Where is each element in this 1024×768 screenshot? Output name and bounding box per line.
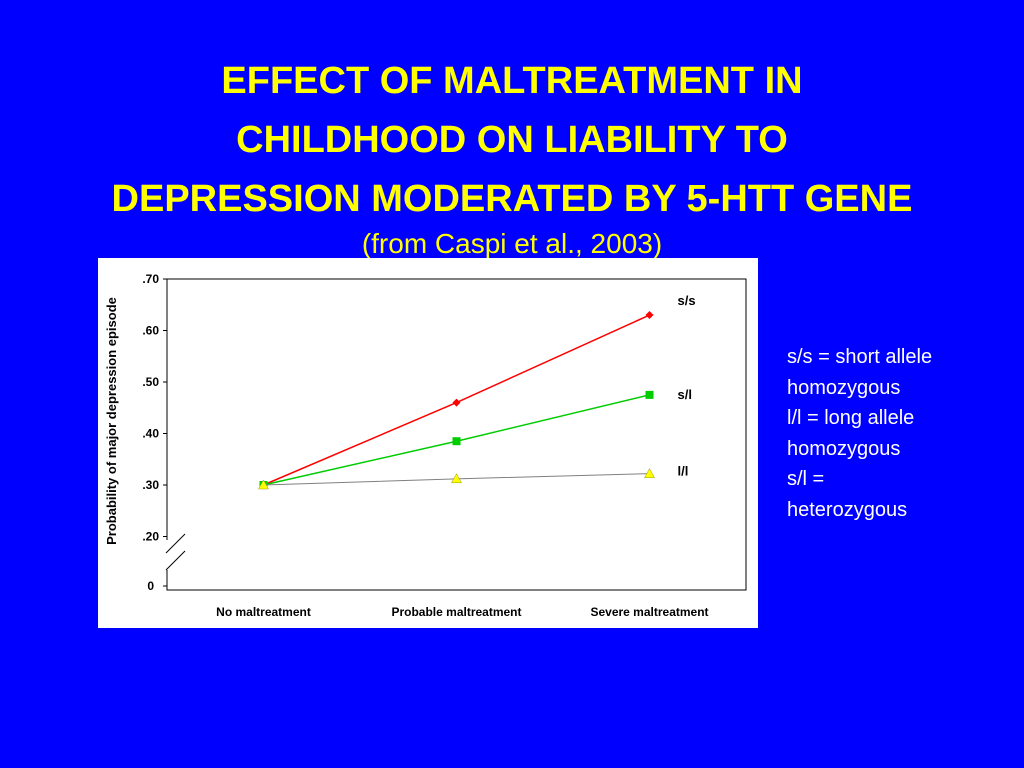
y-tick-label: .20: [142, 530, 159, 544]
y-tick-label: .30: [142, 478, 159, 492]
y-tick-label: .50: [142, 375, 159, 389]
title-line-1: EFFECT OF MALTREATMENT IN: [221, 60, 803, 102]
axis-break-mark: [165, 550, 186, 571]
series-label: l/l: [678, 464, 689, 479]
x-tick-label: Severe maltreatment: [590, 605, 708, 619]
x-axis-label-band: [157, 592, 756, 624]
axis-break-gap: [166, 540, 169, 570]
data-point-square: [452, 437, 461, 446]
y-tick-label: .40: [142, 427, 159, 441]
legend-note-line: l/l = long allele: [787, 407, 915, 429]
y-tick-label: 0: [147, 579, 154, 593]
data-point-square: [645, 390, 654, 399]
genotype-legend-note: s/s = short allele homozygous l/l = long…: [787, 342, 1017, 525]
series-label: s/l: [678, 387, 692, 402]
data-point-diamond: [645, 311, 654, 320]
chart-background-band: [746, 258, 758, 628]
plot-area: [166, 278, 747, 591]
x-tick-label: No maltreatment: [216, 605, 311, 619]
legend-note-line: homozygous: [787, 376, 901, 399]
data-point-triangle: [258, 479, 269, 490]
series-label: s/s: [678, 293, 696, 308]
data-point-triangle: [451, 473, 462, 484]
title-line-3: DEPRESSION MODERATED BY 5-HTT GENE: [111, 178, 913, 220]
chart-background-band: [98, 258, 758, 280]
legend-note-line: s/l =: [787, 468, 825, 490]
subtitle: (from Caspi et al., 2003): [361, 228, 663, 259]
title-block: EFFECT OF MALTREATMENT IN CHILDHOOD ON L…: [0, 52, 1024, 261]
legend-note-line: heterozygous: [787, 498, 908, 521]
title-line-2: CHILDHOOD ON LIABILITY TO: [236, 119, 788, 161]
axis-break-mark: [165, 533, 186, 554]
x-tick-label: Probable maltreatment: [391, 605, 521, 619]
y-axis-label-band: [98, 258, 167, 606]
legend-note-line: homozygous: [787, 437, 901, 460]
y-axis-label: Probability of major depression episode: [104, 297, 119, 545]
legend-note-line: s/s = short allele: [787, 346, 933, 368]
y-tick-label: .70: [142, 272, 159, 286]
y-tick-label: .60: [142, 324, 159, 338]
data-point-triangle: [644, 468, 655, 478]
data-point-diamond: [452, 398, 461, 407]
